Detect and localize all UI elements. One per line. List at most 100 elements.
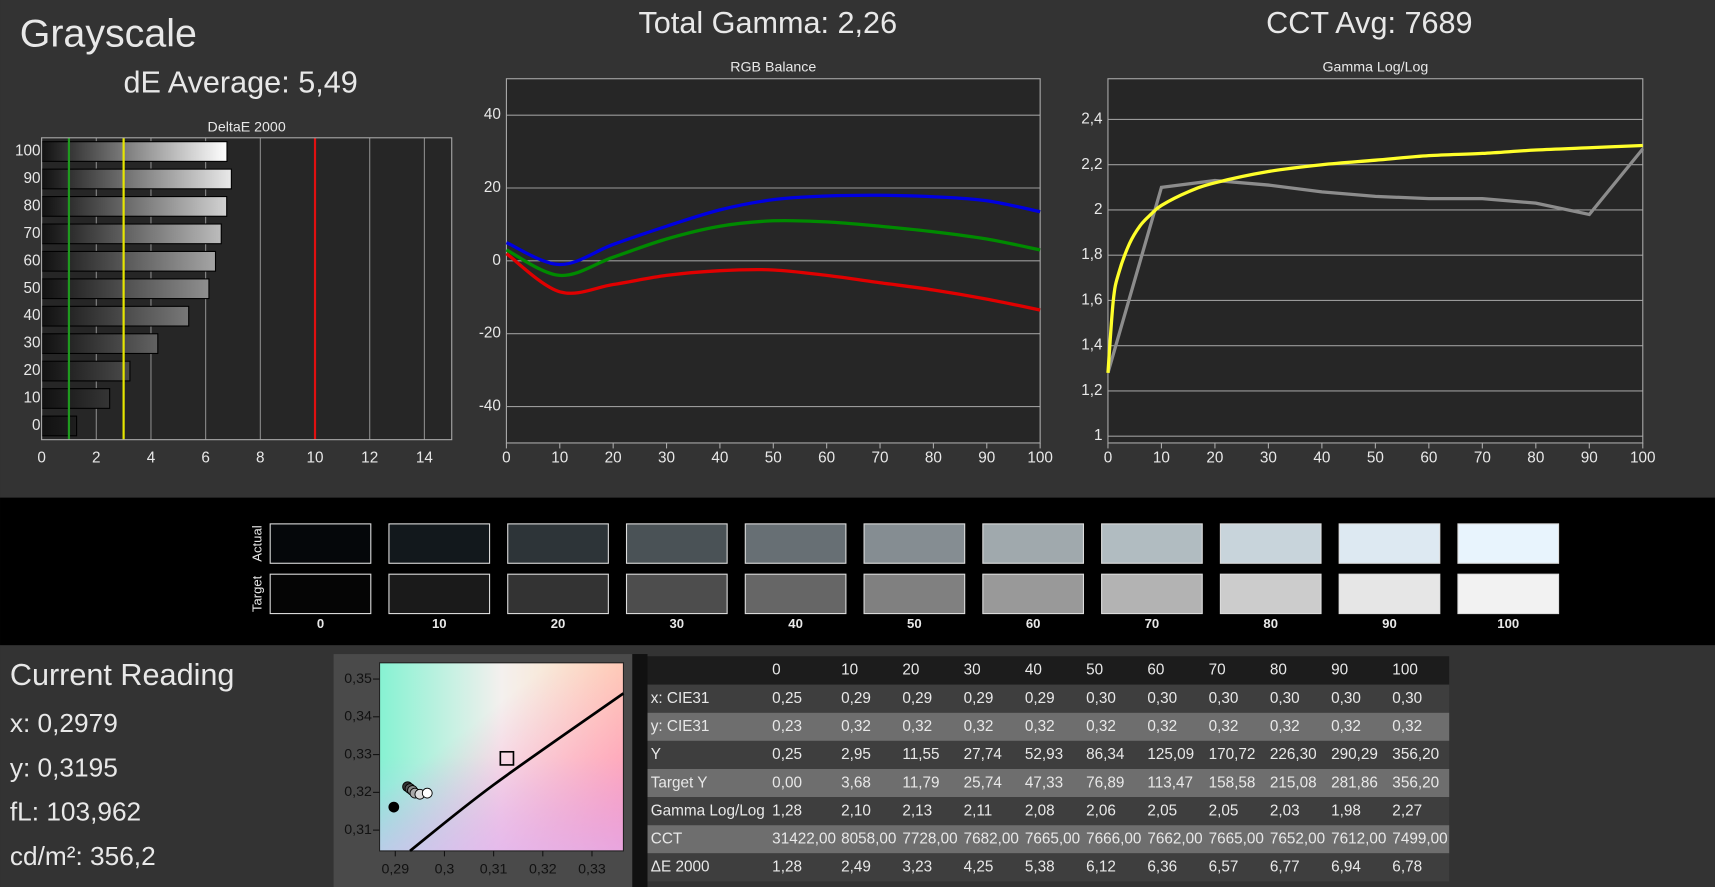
table-cell: 158,58 (1209, 774, 1256, 791)
table-cell: 2,05 (1209, 802, 1239, 819)
table-cell: 31422,00 (772, 830, 836, 847)
x-tick-label: 70 (1474, 449, 1491, 466)
bar (41, 250, 217, 272)
actual-swatch (1338, 523, 1441, 564)
separator (632, 654, 648, 887)
table-cell: 0,32 (841, 718, 871, 735)
table-header: 70 (1209, 661, 1226, 678)
x-tick-label: 10 (1153, 449, 1170, 466)
x-tick-label: 0,33 (578, 861, 606, 877)
y-tick-label: 80 (23, 197, 40, 214)
y-tick-label: 0,33 (344, 746, 372, 762)
table-cell: 0,25 (772, 690, 802, 707)
y-tick-label: -40 (479, 398, 501, 415)
swatch-band (0, 497, 1715, 646)
x-tick-label: 80 (925, 449, 942, 466)
reading-title: Current Reading (10, 658, 235, 692)
y-tick-label: 1 (1094, 427, 1103, 444)
table-cell: 2,10 (841, 802, 871, 819)
y-tick-label: 60 (23, 252, 40, 269)
measured-point (388, 801, 400, 813)
table-header: 40 (1025, 661, 1042, 678)
table-header-bg (647, 656, 1450, 685)
reading-line: x: 0,2979 (10, 708, 118, 738)
table-cell: 7612,00 (1331, 830, 1386, 847)
table-cell: 3,68 (841, 774, 871, 791)
series-line (505, 252, 1041, 312)
chart-title: DeltaE 2000 (208, 120, 286, 136)
x-tick-label: 10 (551, 449, 568, 466)
x-tick-label: 0 (1104, 449, 1113, 466)
target-swatch (507, 573, 609, 615)
table-cell: 6,36 (1147, 859, 1177, 876)
planckian-locus (409, 692, 625, 852)
swatch-label: 30 (670, 616, 685, 631)
table-cell: 6,94 (1331, 859, 1361, 876)
series-line (505, 218, 1041, 278)
x-tick-label: 0 (37, 449, 46, 466)
actual-swatch (269, 523, 372, 564)
table-cell: 11,55 (902, 746, 939, 763)
x-tick-label: 14 (416, 449, 434, 466)
plot-frame (1107, 78, 1644, 444)
table-cell: 125,09 (1147, 746, 1194, 763)
table-header: 100 (1392, 661, 1418, 678)
actual-swatch (744, 523, 847, 564)
x-tick-label: 100 (1027, 449, 1053, 466)
bar (41, 168, 232, 190)
table-cell: 281,86 (1331, 774, 1378, 791)
target-swatch (1457, 573, 1560, 615)
table-cell: 0,32 (1331, 718, 1361, 735)
x-tick-label: 12 (361, 449, 378, 466)
reading-line: fL: 103,962 (10, 797, 141, 827)
actual-swatch (507, 523, 609, 564)
x-tick-label: 6 (201, 449, 210, 466)
series-line (505, 193, 1041, 267)
table-cell: 1,28 (772, 802, 802, 819)
y-tick-label: 30 (23, 335, 40, 352)
y-tick-label: 40 (484, 106, 501, 123)
actual-swatch (1457, 523, 1560, 564)
reading-line: y: 0,3195 (10, 752, 118, 782)
swatch-label: 0 (317, 616, 324, 631)
table-row-label: CCT (651, 830, 682, 847)
table-cell: 0,30 (1270, 690, 1300, 707)
x-tick-label: 20 (1206, 449, 1223, 466)
table-row-label: Target Y (651, 774, 708, 791)
table-cell: 6,77 (1270, 859, 1300, 876)
table-cell: 86,34 (1086, 746, 1125, 763)
reading-line: cd/m²: 356,2 (10, 841, 156, 871)
table-cell: 7728,00 (902, 830, 957, 847)
x-tick-label: 50 (765, 449, 782, 466)
table-cell: 2,95 (841, 746, 871, 763)
x-tick-label: 10 (307, 449, 324, 466)
measured-point (421, 787, 433, 799)
table-cell: 2,08 (1025, 802, 1055, 819)
table-row-bg (647, 797, 1450, 826)
x-tick-label: 90 (978, 449, 995, 466)
table-row-label: Gamma Log/Log (651, 802, 765, 819)
table-cell: 6,57 (1209, 859, 1239, 876)
y-tick-label: 0,32 (344, 784, 372, 800)
table-cell: 0,30 (1147, 690, 1177, 707)
table-cell: 113,47 (1147, 774, 1193, 791)
y-tick-label: 0 (492, 252, 501, 269)
table-row-bg (647, 825, 1450, 854)
table-cell: 11,79 (902, 774, 939, 791)
table-cell: 7499,00 (1392, 830, 1447, 847)
x-tick-label: 0,32 (529, 861, 557, 877)
table-cell: 0,30 (1331, 690, 1361, 707)
plot-area (379, 662, 624, 851)
table-cell: 0,32 (902, 718, 932, 735)
de-average: dE Average: 5,49 (123, 65, 357, 99)
table-cell: 6,12 (1086, 859, 1116, 876)
table-cell: 2,49 (841, 859, 871, 876)
table-cell: 0,32 (1147, 718, 1177, 735)
x-tick-label: 100 (1630, 449, 1656, 466)
x-tick-label: 90 (1581, 449, 1598, 466)
table-cell: 356,20 (1392, 774, 1439, 791)
y-tick-label: 2 (1094, 201, 1103, 218)
swatch-row-label: Actual (250, 525, 265, 562)
plot-frame (505, 78, 1041, 444)
table-cell: 0,32 (1025, 718, 1055, 735)
